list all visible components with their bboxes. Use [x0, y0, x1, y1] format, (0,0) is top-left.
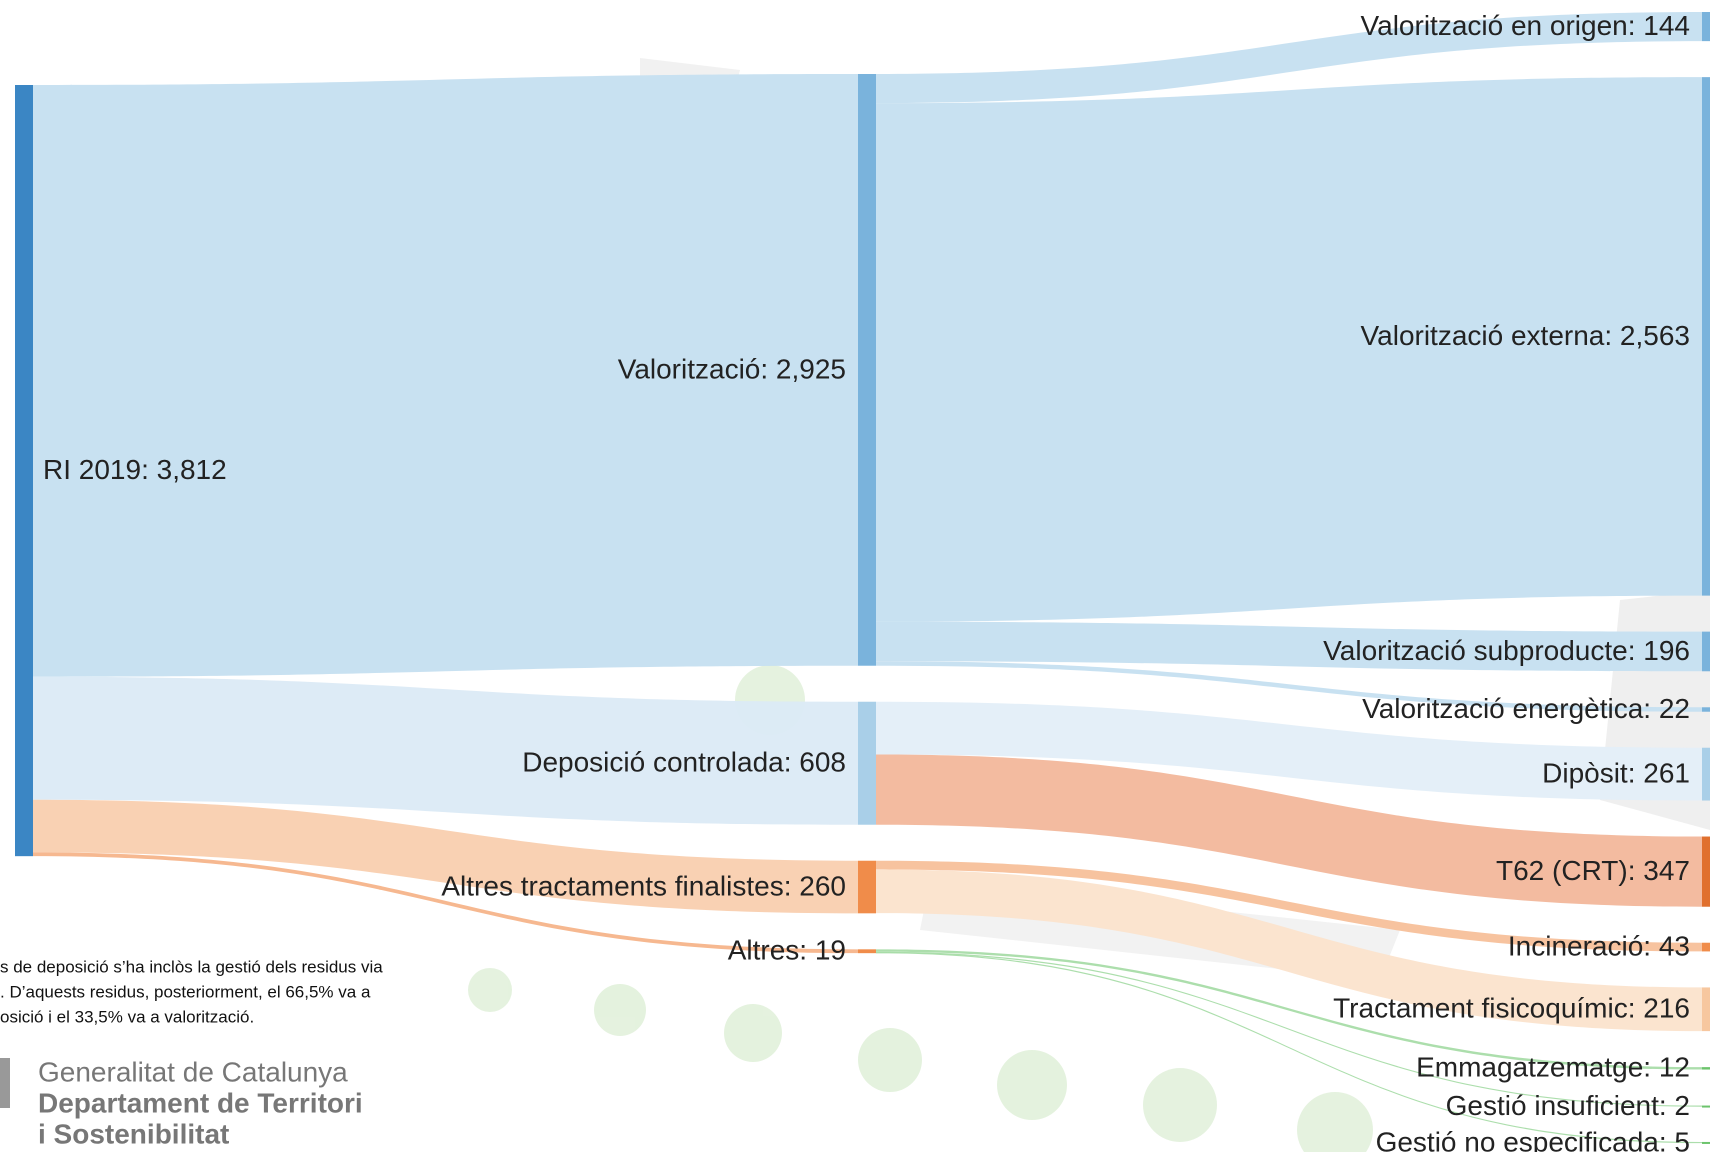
node	[1702, 632, 1710, 672]
node-label: Emmagatzematge: 12	[1416, 1052, 1690, 1083]
logo-text: i Sostenibilitat	[38, 1118, 229, 1149]
node-label: Altres tractaments finalistes: 260	[441, 870, 846, 901]
node	[858, 702, 876, 825]
node-label: Deposició controlada: 608	[522, 747, 846, 778]
node	[1702, 987, 1710, 1031]
node-label: T62 (CRT): 347	[1496, 855, 1690, 886]
logo-icon	[0, 1058, 10, 1108]
node-label: Valorització en origen: 144	[1361, 10, 1690, 41]
node	[1702, 748, 1710, 801]
footnote: . D’aquests residus, posteriorment, el 6…	[0, 982, 371, 1001]
node-label: RI 2019: 3,812	[43, 454, 227, 485]
node-label: Valorització externa: 2,563	[1361, 320, 1690, 351]
node-label: Valorització: 2,925	[618, 353, 846, 384]
node-label: Altres: 19	[728, 935, 846, 966]
node	[15, 85, 33, 856]
node	[1702, 943, 1710, 952]
node	[1702, 12, 1710, 41]
node	[1702, 1106, 1710, 1108]
node	[1702, 707, 1710, 711]
footnote: osició i el 33,5% va a valorització.	[0, 1007, 254, 1026]
node	[858, 949, 876, 953]
node	[858, 861, 876, 914]
node-label: Gestió no especificada: 5	[1376, 1126, 1690, 1152]
node	[1702, 1142, 1710, 1144]
logo-text: Departament de Territori	[38, 1087, 363, 1118]
node-label: Tractament fisicoquímic: 216	[1333, 993, 1690, 1024]
node-label: Valorització subproducte: 196	[1323, 635, 1690, 666]
node	[858, 74, 876, 666]
node-label: Incineració: 43	[1508, 930, 1690, 961]
node	[1702, 837, 1710, 907]
node-label: Valorització energètica: 22	[1362, 693, 1690, 724]
chart: RI 2019: 3,812 Valorització: 2,925 Deposic…	[0, 0, 1710, 1152]
footnote: s de deposició s’ha inclòs la gestió del…	[0, 957, 383, 976]
node	[1702, 1067, 1710, 1069]
logo-text: Generalitat de Catalunya	[38, 1056, 348, 1087]
node-label: Gestió insuficient: 2	[1446, 1090, 1690, 1121]
node	[1702, 77, 1710, 595]
node-label: Dipòsit: 261	[1542, 758, 1690, 789]
